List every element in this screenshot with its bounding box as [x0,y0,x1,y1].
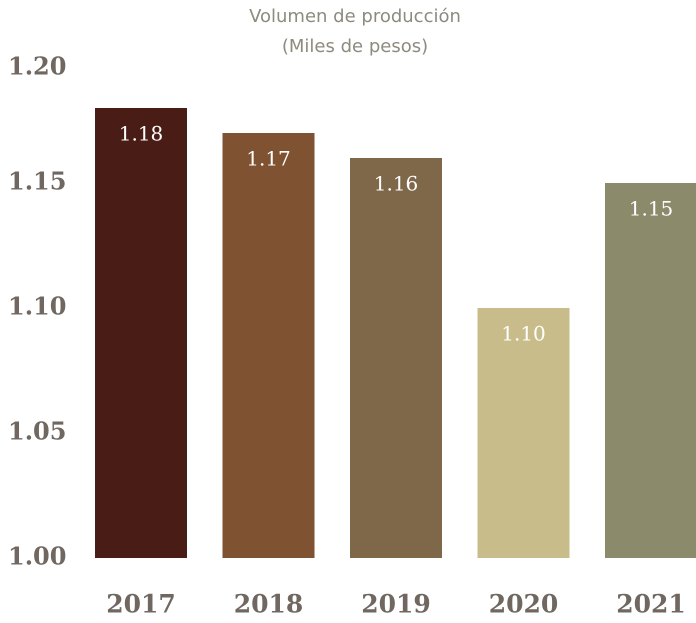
chart-subtitle: (Miles de pesos) [282,36,428,57]
x-tick-label: 2018 [234,590,304,619]
value-label: 1.18 [119,122,164,146]
bar [95,108,187,558]
bar [605,183,696,558]
x-tick-label: 2020 [489,590,559,619]
y-tick-label: 1.10 [8,292,66,321]
value-label: 1.15 [629,197,674,221]
x-tick-label: 2017 [106,590,176,619]
y-tick-label: 1.05 [8,417,66,446]
x-tick-label: 2019 [361,590,431,619]
value-label: 1.17 [246,147,291,171]
y-tick-label: 1.00 [8,542,66,571]
value-label: 1.16 [374,172,419,196]
chart-title: Volumen de producción [249,6,461,27]
y-tick-label: 1.20 [8,52,66,81]
value-label: 1.10 [501,322,546,346]
bar [350,158,442,558]
x-tick-label: 2021 [616,590,686,619]
bar [222,133,315,558]
y-tick-label: 1.15 [8,167,66,196]
bar [477,308,570,558]
